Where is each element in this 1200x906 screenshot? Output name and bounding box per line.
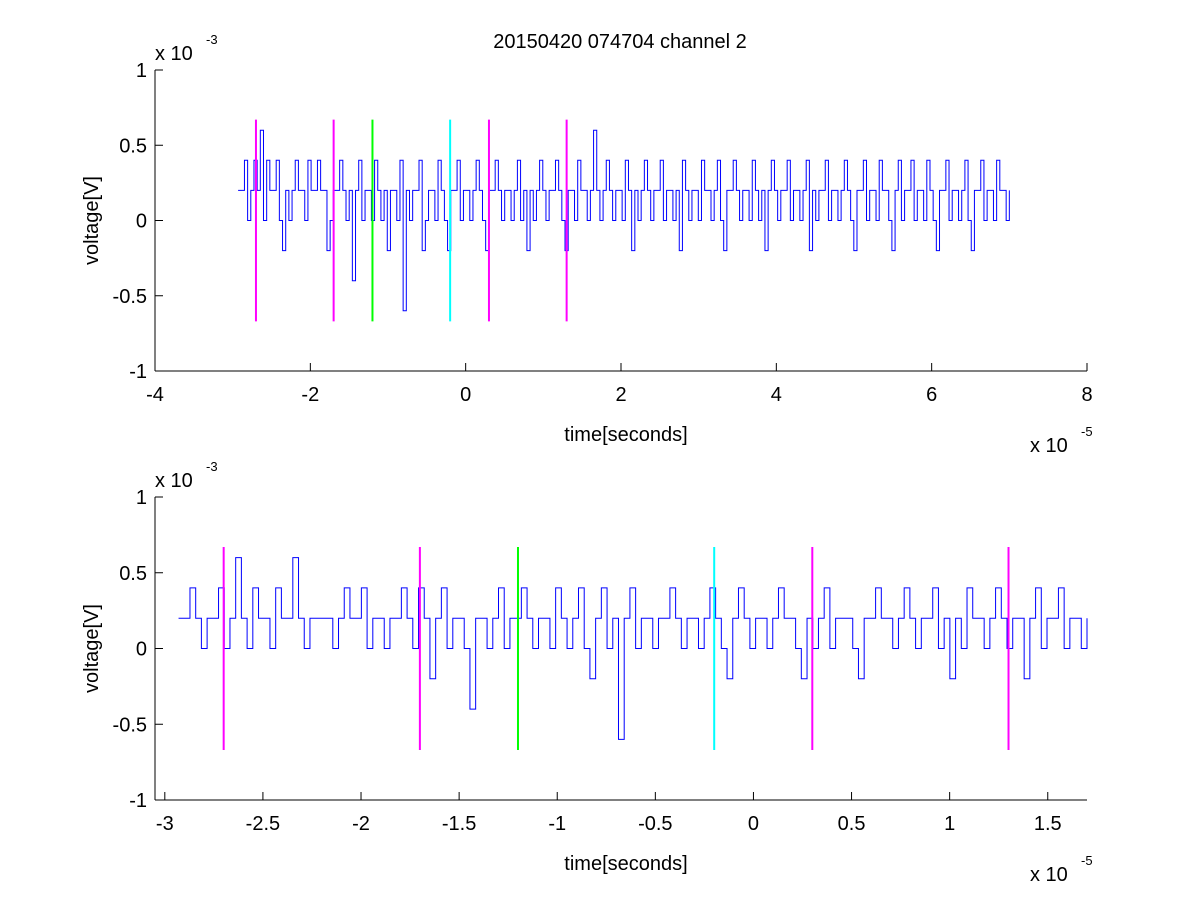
y-tick-label: 0 <box>136 639 147 661</box>
x-multiplier: x 10 <box>1030 435 1068 457</box>
y-axis-label: voltage[V] <box>81 604 103 693</box>
x-tick-label: -3 <box>156 813 174 835</box>
x-tick-label: 2 <box>615 384 626 406</box>
x-tick-label: 6 <box>926 384 937 406</box>
figure-title: 20150420 074704 channel 2 <box>493 31 747 53</box>
x-tick-label: 0 <box>460 384 471 406</box>
x-tick-label: -1 <box>548 813 566 835</box>
x-tick-label: -0.5 <box>638 813 672 835</box>
top-plot: -4 -2 0 2 4 6 8 -1 -0.5 0 0.5 1 time[seconds] voltage… <box>81 32 1093 457</box>
y-axis-label: voltage[V] <box>81 176 103 265</box>
y-tick-label: -1 <box>129 790 147 812</box>
x-tick-label: 0.5 <box>838 813 866 835</box>
y-tick-label: 0.5 <box>119 563 147 585</box>
signal-series <box>238 129 1010 312</box>
bottom-plot: -3 -2.5 -2 -1.5 -1 -0.5 0 0.5 1 1.5 -1 -0.5 0 0.5 1 tim… <box>81 459 1093 886</box>
x-tick-label: -1.5 <box>442 813 476 835</box>
x-tick-label: 4 <box>771 384 782 406</box>
y-tick-label: 0 <box>136 211 147 233</box>
x-tick-label: 1.5 <box>1034 813 1062 835</box>
x-axis-label: time[seconds] <box>564 424 687 446</box>
y-tick-label: 1 <box>136 60 147 82</box>
y-tick-label: -0.5 <box>113 286 147 308</box>
x-multiplier: x 10 <box>1030 864 1068 886</box>
x-tick-label: 0 <box>748 813 759 835</box>
x-tick-label: -2.5 <box>246 813 280 835</box>
x-tick-label: -4 <box>146 384 164 406</box>
y-multiplier: x 10 <box>155 43 193 65</box>
x-exponent: -5 <box>1081 424 1093 439</box>
y-multiplier: x 10 <box>155 470 193 492</box>
x-axis-label: time[seconds] <box>564 853 687 875</box>
x-tick-label: -2 <box>301 384 319 406</box>
x-tick-label: 8 <box>1081 384 1092 406</box>
y-tick-label: -0.5 <box>113 714 147 736</box>
x-tick-label: -2 <box>352 813 370 835</box>
y-tick-label: 0.5 <box>119 135 147 157</box>
y-tick-label: -1 <box>129 361 147 383</box>
signal-series <box>178 557 1088 740</box>
y-exponent: -3 <box>206 459 218 474</box>
x-tick-label: 1 <box>944 813 955 835</box>
y-exponent: -3 <box>206 32 218 47</box>
y-tick-label: 1 <box>136 487 147 509</box>
x-exponent: -5 <box>1081 853 1093 868</box>
